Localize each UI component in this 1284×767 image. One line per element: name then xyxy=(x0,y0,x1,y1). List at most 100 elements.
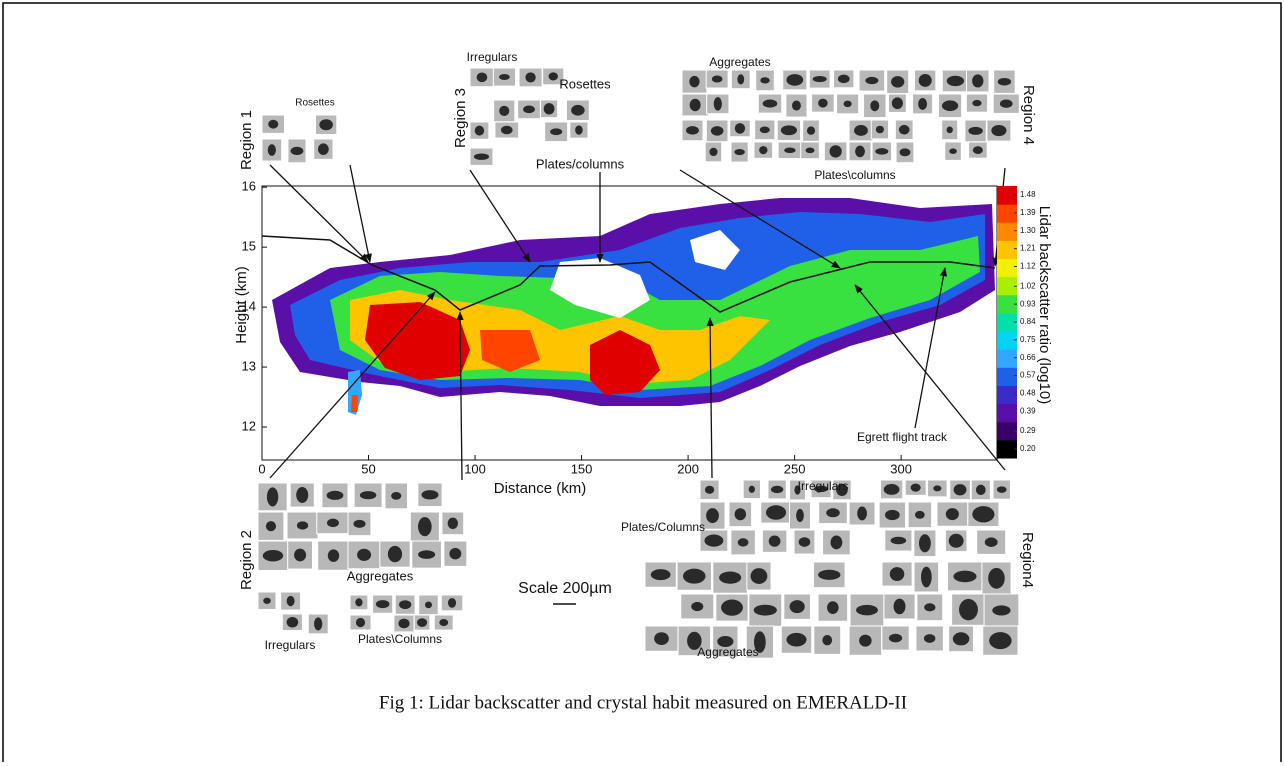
colorbar-tick-label: 1.48 xyxy=(1020,190,1036,199)
crystal xyxy=(296,487,309,503)
crystal xyxy=(972,99,982,107)
crystal xyxy=(762,99,778,108)
crystal xyxy=(768,535,781,547)
crystal xyxy=(972,146,983,154)
x-tick-label: 100 xyxy=(464,461,486,476)
crystal xyxy=(525,72,536,83)
crystal xyxy=(829,145,842,158)
crystal xyxy=(941,100,959,112)
crystal-tile xyxy=(936,501,969,527)
crystal xyxy=(883,484,900,495)
crystal xyxy=(449,547,462,560)
crystal xyxy=(836,483,848,496)
crystal xyxy=(398,618,410,629)
crystal xyxy=(713,97,722,111)
crystal xyxy=(734,508,747,521)
colorbar-tick-label: 0.66 xyxy=(1020,353,1036,362)
crystal xyxy=(786,632,807,647)
arrow xyxy=(706,317,714,479)
annotation: Region4 xyxy=(1019,532,1036,588)
x-axis-label: Distance (km) xyxy=(494,480,587,497)
crystal xyxy=(923,634,936,643)
crystal xyxy=(266,487,279,507)
crystal xyxy=(984,537,998,547)
cloud-layer xyxy=(365,302,470,380)
crystal-tile xyxy=(878,501,907,529)
colorbar-tick-label: 1.39 xyxy=(1020,208,1036,217)
crystal xyxy=(353,519,366,528)
crystal xyxy=(784,147,796,154)
annotation: Irregulars xyxy=(467,50,518,64)
crystal xyxy=(988,567,1005,589)
crystal xyxy=(989,632,1012,650)
colorbar-tick-label: 0.84 xyxy=(1020,317,1036,326)
colorbar-band xyxy=(997,349,1017,368)
crystal xyxy=(946,75,965,87)
crystal xyxy=(875,148,889,155)
colorbar-tick-label: 1.21 xyxy=(1020,244,1036,253)
arrow xyxy=(469,169,531,263)
crystal xyxy=(837,74,850,84)
crystal xyxy=(326,490,344,500)
arrows xyxy=(269,164,1006,481)
annotation: Aggregates xyxy=(697,645,758,659)
crystal xyxy=(399,600,412,610)
colorbar-tick-label: 0.29 xyxy=(1020,426,1036,435)
crystal xyxy=(575,125,583,135)
crystal xyxy=(889,567,905,582)
crystal xyxy=(968,126,983,135)
crystal-images xyxy=(257,67,1020,659)
annotation: Aggregates xyxy=(709,55,770,69)
crystal xyxy=(753,631,766,653)
x-tick-label: 50 xyxy=(361,461,375,476)
crystal xyxy=(550,128,563,136)
crystal xyxy=(262,549,284,562)
crystal xyxy=(687,631,702,650)
crystal xyxy=(996,486,1007,493)
crystal xyxy=(734,123,746,134)
crystal xyxy=(891,76,905,88)
crystal xyxy=(855,145,865,158)
annotation: Plates\columns xyxy=(814,168,895,182)
colorbar-tick-label: 1.12 xyxy=(1020,262,1036,271)
arrow xyxy=(679,169,841,269)
crystal xyxy=(854,125,868,136)
crystal xyxy=(650,569,671,581)
crystal xyxy=(750,568,768,584)
y-tick-label: 16 xyxy=(242,179,256,194)
crystal xyxy=(691,601,704,612)
colorbar-tick-label: 0.48 xyxy=(1020,389,1036,398)
crystal xyxy=(314,617,323,631)
crystal xyxy=(317,143,329,155)
crystal xyxy=(416,618,428,627)
annotation: Irregulars xyxy=(265,638,316,652)
crystal xyxy=(748,485,755,493)
crystal xyxy=(474,125,485,136)
crystal xyxy=(953,484,967,496)
x-tick-label: 0 xyxy=(258,461,265,476)
annotation: Plates\Columns xyxy=(358,632,442,646)
crystal xyxy=(999,99,1013,108)
cloud-layer xyxy=(351,395,358,412)
annotation: Region 3 xyxy=(452,88,469,148)
crystal xyxy=(268,119,279,129)
crystal xyxy=(263,597,271,604)
crystal xyxy=(888,633,903,643)
crystal xyxy=(949,148,957,154)
crystal xyxy=(818,569,841,580)
arrow xyxy=(269,291,436,479)
crystal xyxy=(357,548,372,561)
crystal xyxy=(870,100,880,112)
crystal xyxy=(447,598,457,608)
crystal xyxy=(806,126,816,135)
arrow xyxy=(914,267,948,429)
crystal xyxy=(812,76,827,83)
crystal xyxy=(910,483,921,492)
crystal xyxy=(918,534,931,553)
crystal xyxy=(439,618,449,627)
cloud-layer xyxy=(480,330,540,372)
crystal xyxy=(721,599,743,616)
crystal xyxy=(500,125,513,135)
crystal xyxy=(759,126,770,134)
colorbar-tick-label: 1.02 xyxy=(1020,281,1036,290)
